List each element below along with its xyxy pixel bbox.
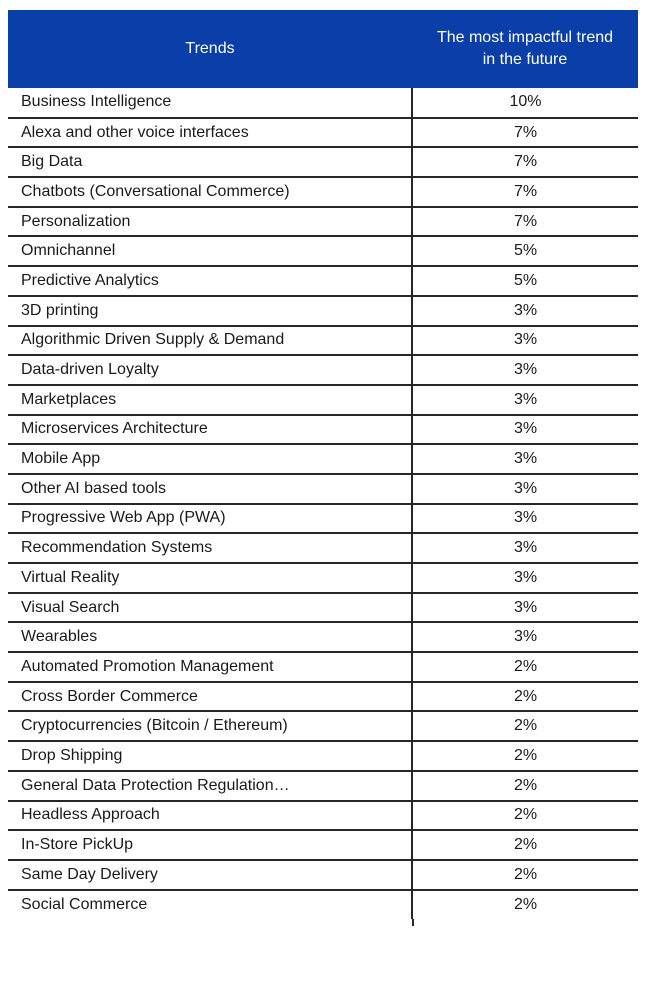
table-row: Visual Search 3% bbox=[8, 592, 638, 623]
trend-cell: Marketplaces bbox=[21, 390, 117, 408]
trend-cell: Personalization bbox=[21, 212, 131, 230]
trend-cell: Business Intelligence bbox=[21, 93, 172, 111]
value-cell: 3% bbox=[411, 295, 638, 326]
table-row: Alexa and other voice interfaces 7% bbox=[8, 117, 638, 148]
table-row: Omnichannel 5% bbox=[8, 236, 638, 267]
value-cell: 7% bbox=[411, 117, 638, 148]
value-cell: 3% bbox=[411, 325, 638, 356]
trend-cell: Same Day Delivery bbox=[21, 865, 158, 883]
column-header-trends: Trends bbox=[8, 10, 412, 88]
value-cell: 2% bbox=[411, 741, 638, 771]
trend-cell: Virtual Reality bbox=[21, 568, 120, 586]
table-row: Predictive Analytics 5% bbox=[8, 266, 638, 296]
table-row: Virtual Reality 3% bbox=[8, 563, 638, 593]
value-cell: 3% bbox=[411, 355, 638, 385]
trend-cell: Predictive Analytics bbox=[21, 271, 159, 289]
trend-cell: Alexa and other voice interfaces bbox=[21, 123, 249, 141]
trend-cell: General Data Protection Regulation… bbox=[21, 776, 290, 794]
column-header-impact: The most impactful trend in the future bbox=[412, 10, 638, 88]
trend-cell: Recommendation Systems bbox=[21, 539, 213, 557]
value-cell: 5% bbox=[411, 236, 638, 267]
trend-cell: Cryptocurrencies (Bitcoin / Ethereum) bbox=[21, 717, 288, 735]
trend-cell: In-Store PickUp bbox=[21, 836, 134, 854]
value-cell: 3% bbox=[411, 503, 638, 534]
trend-cell: Automated Promotion Management bbox=[21, 657, 274, 675]
table-row: Same Day Delivery 2% bbox=[8, 859, 638, 890]
table-row: Business Intelligence 10% bbox=[8, 88, 638, 118]
value-cell: 3% bbox=[411, 473, 638, 504]
trend-cell: Mobile App bbox=[21, 450, 101, 468]
table-row: General Data Protection Regulation… 2% bbox=[8, 770, 638, 801]
table-row: Microservices Architecture 3% bbox=[8, 414, 638, 445]
table-row: Other AI based tools 3% bbox=[8, 473, 638, 504]
table-row: Automated Promotion Management 2% bbox=[8, 652, 638, 682]
table-row: Headless Approach 2% bbox=[8, 800, 638, 831]
table-row: Wearables 3% bbox=[8, 622, 638, 653]
trend-cell: Data-driven Loyalty bbox=[21, 361, 159, 379]
value-cell: 10% bbox=[411, 88, 638, 118]
trends-table: Trends The most impactful trend in the f… bbox=[8, 10, 638, 927]
table-row: Cross Border Commerce 2% bbox=[8, 681, 638, 712]
trend-cell: Headless Approach bbox=[21, 806, 160, 824]
trend-cell: Chatbots (Conversational Commerce) bbox=[21, 182, 290, 200]
value-cell: 3% bbox=[411, 444, 638, 474]
value-cell: 3% bbox=[411, 563, 638, 593]
trend-cell: Omnichannel bbox=[21, 242, 116, 260]
table-row: In-Store PickUp 2% bbox=[8, 830, 638, 860]
trend-cell: Algorithmic Driven Supply & Demand bbox=[21, 331, 285, 349]
value-cell: 3% bbox=[411, 414, 638, 445]
table-row: Drop Shipping 2% bbox=[8, 741, 638, 771]
trend-cell: Social Commerce bbox=[21, 895, 148, 913]
value-cell: 7% bbox=[411, 147, 638, 178]
value-cell: 3% bbox=[411, 622, 638, 653]
trend-cell: Cross Border Commerce bbox=[21, 687, 198, 705]
column-divider-tail bbox=[412, 919, 414, 927]
table-row: Algorithmic Driven Supply & Demand 3% bbox=[8, 325, 638, 356]
table-row: Recommendation Systems 3% bbox=[8, 533, 638, 563]
table-row: Cryptocurrencies (Bitcoin / Ethereum) 2% bbox=[8, 711, 638, 742]
value-cell: 2% bbox=[411, 889, 638, 920]
value-cell: 2% bbox=[411, 830, 638, 860]
table-row: Progressive Web App (PWA) 3% bbox=[8, 503, 638, 534]
table-row: Mobile App 3% bbox=[8, 444, 638, 474]
trend-cell: Wearables bbox=[21, 628, 98, 646]
trend-cell: 3D printing bbox=[21, 301, 99, 319]
trend-cell: Microservices Architecture bbox=[21, 420, 208, 438]
value-cell: 2% bbox=[411, 859, 638, 890]
table-row: Chatbots (Conversational Commerce) 7% bbox=[8, 177, 638, 207]
table-row: Big Data 7% bbox=[8, 147, 638, 178]
table: Trends The most impactful trend in the f… bbox=[8, 10, 638, 920]
value-cell: 7% bbox=[411, 206, 638, 237]
value-cell: 5% bbox=[411, 266, 638, 296]
value-cell: 7% bbox=[411, 177, 638, 207]
table-row: Marketplaces 3% bbox=[8, 384, 638, 415]
value-cell: 2% bbox=[411, 652, 638, 682]
value-cell: 2% bbox=[411, 681, 638, 712]
value-cell: 2% bbox=[411, 711, 638, 742]
value-cell: 3% bbox=[411, 384, 638, 415]
table-body: Business Intelligence 10% Alexa and other … bbox=[8, 88, 638, 920]
header-row: Trends The most impactful trend in the f… bbox=[8, 10, 638, 88]
table-row: Personalization 7% bbox=[8, 206, 638, 237]
table-header: Trends The most impactful trend in the f… bbox=[8, 10, 638, 88]
value-cell: 3% bbox=[411, 592, 638, 623]
table-row: Data-driven Loyalty 3% bbox=[8, 355, 638, 385]
value-cell: 2% bbox=[411, 770, 638, 801]
trend-cell: Visual Search bbox=[21, 598, 120, 616]
trend-cell: Drop Shipping bbox=[21, 746, 123, 764]
value-cell: 2% bbox=[411, 800, 638, 831]
value-cell: 3% bbox=[411, 533, 638, 563]
table-row: 3D printing 3% bbox=[8, 295, 638, 326]
trend-cell: Other AI based tools bbox=[21, 479, 166, 497]
trend-cell: Progressive Web App (PWA) bbox=[21, 509, 226, 527]
trend-cell: Big Data bbox=[21, 153, 83, 171]
table-row: Social Commerce 2% bbox=[8, 889, 638, 920]
